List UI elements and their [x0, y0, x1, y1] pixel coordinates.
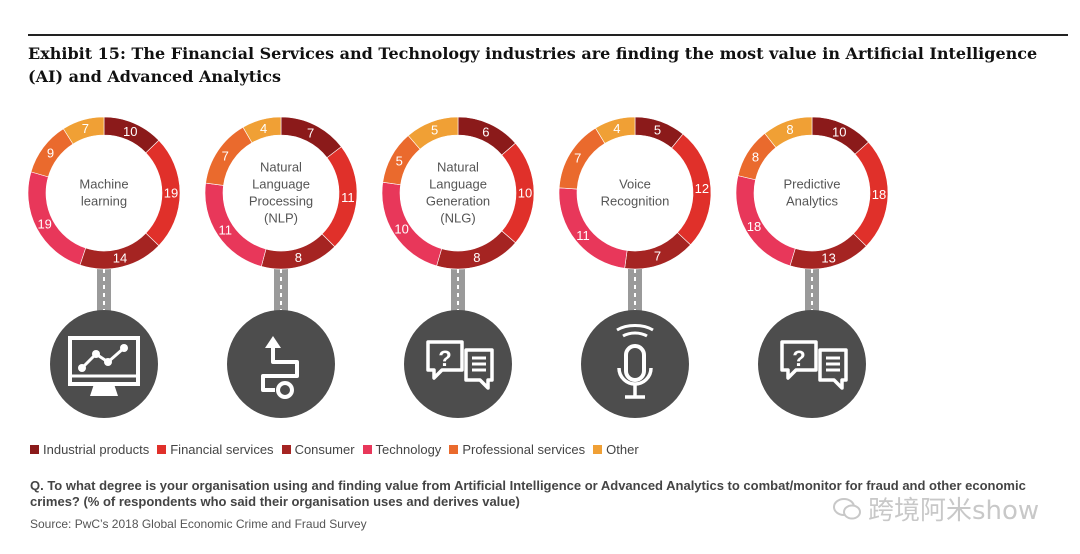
segment-value-label: 14: [113, 251, 127, 266]
segment-value-label: 18: [747, 219, 761, 234]
legend-label: Financial services: [170, 442, 274, 457]
top-rule: [28, 34, 1068, 36]
segment-value-label: 8: [786, 122, 793, 137]
segment-value-label: 13: [821, 250, 835, 265]
segment-value-label: 5: [431, 123, 438, 138]
segment-value-label: 8: [295, 250, 302, 265]
donut-center-label: Language: [429, 177, 487, 192]
watermark: 跨境阿米show: [832, 490, 1039, 527]
donut-segment: [62, 116, 105, 145]
legend-swatch: [30, 445, 39, 454]
donut-segment: [407, 116, 459, 150]
donut-center-label: Analytics: [786, 194, 839, 209]
segment-value-label: 7: [307, 125, 314, 140]
legend-swatch: [593, 445, 603, 454]
microphone-icon: [581, 310, 689, 418]
segment-value-label: 11: [576, 228, 590, 243]
legend-swatch: [281, 445, 291, 454]
segment-value-label: 7: [654, 249, 661, 264]
speech-bubbles-icon: ?: [404, 310, 512, 418]
segment-value-label: 10: [518, 186, 532, 201]
legend-swatch: [362, 445, 372, 454]
donut-center-label: (NLG): [440, 211, 475, 226]
donut-charts: 10 19 14 19 9 7 Machine learning 7 11 8 11 7 4 Natural…: [27, 116, 889, 418]
segment-value-label: 5: [654, 122, 661, 137]
donut-center-label: Voice: [619, 177, 651, 192]
donut-chart: 6 10 8 10 5 5 Natural Language Generation (NLG)?: [381, 116, 535, 418]
donut-center-label: Natural: [260, 160, 302, 175]
donut-chart: 5 12 7 11 7 4 Voice Recognition: [558, 116, 712, 418]
donut-center-label: (NLP): [264, 211, 298, 226]
legend-label: Technology: [375, 442, 442, 457]
donut-segment: [595, 116, 636, 144]
donut-chart: 7 11 8 11 7 4 Natural Language Processing (NLP): [204, 116, 358, 418]
connector: [805, 267, 819, 314]
segment-value-label: 10: [394, 222, 408, 237]
segment-value-label: 8: [752, 150, 759, 165]
segment-value-label: 7: [82, 121, 89, 136]
donut-center-label: Recognition: [601, 194, 670, 209]
segment-value-label: 4: [613, 121, 620, 136]
donut-center-label: Processing: [249, 194, 313, 209]
donut-center-label: Natural: [437, 160, 479, 175]
legend: Industrial products Financial services Con…: [30, 442, 639, 457]
svg-text:?: ?: [438, 346, 451, 371]
legend-item: Other: [593, 442, 639, 457]
donut-segment: [764, 116, 813, 148]
segment-value-label: 7: [574, 151, 581, 166]
segment-value-label: 7: [222, 148, 229, 163]
donut-center-label: Predictive: [783, 177, 840, 192]
segment-value-label: 4: [260, 121, 267, 136]
segment-value-label: 8: [473, 250, 480, 265]
chart-title: Exhibit 15: The Financial Services and T…: [28, 44, 1038, 86]
legend-item: Industrial products: [30, 442, 149, 457]
legend-item: Consumer: [281, 442, 355, 457]
segment-value-label: 11: [219, 223, 233, 238]
source-note: Source: PwC’s 2018 Global Economic Crime…: [30, 517, 367, 531]
svg-text:?: ?: [792, 346, 805, 371]
donut-center-label: Generation: [426, 194, 490, 209]
connector: [97, 267, 111, 314]
wechat-icon: [833, 497, 861, 519]
donut-segment: [242, 116, 282, 144]
segment-value-label: 10: [832, 124, 846, 139]
connector: [451, 267, 465, 314]
segment-value-label: 9: [47, 145, 54, 160]
legend-swatch: [157, 445, 167, 454]
segment-value-label: 19: [164, 186, 178, 201]
legend-item: Professional services: [449, 442, 585, 457]
donut-center-label: learning: [81, 194, 127, 209]
segment-value-label: 6: [482, 125, 489, 140]
segment-value-label: 19: [37, 217, 51, 232]
donut-chart: 10 19 14 19 9 7 Machine learning: [27, 116, 181, 418]
donut-center-label: Machine: [79, 177, 128, 192]
segment-value-label: 5: [396, 153, 403, 168]
donut-segment: [558, 127, 606, 190]
legend-label: Professional services: [462, 442, 586, 457]
segment-value-label: 10: [123, 124, 137, 139]
connector: [274, 267, 288, 314]
donut-center-label: Language: [252, 177, 310, 192]
legend-label: Consumer: [294, 442, 355, 457]
legend-swatch: [449, 445, 459, 454]
segment-value-label: 11: [341, 190, 355, 205]
legend-label: Other: [606, 442, 639, 457]
segment-value-label: 12: [695, 181, 709, 196]
segment-value-label: 18: [872, 187, 886, 202]
speech-bubbles-icon: ?: [758, 310, 866, 418]
watermark-text: 跨境阿米show: [868, 496, 1040, 526]
flow-path-icon: [227, 310, 335, 418]
monitor-chart-icon: [50, 310, 158, 418]
survey-question: Q. To what degree is your organisation u…: [30, 478, 1026, 509]
connector: [628, 267, 642, 314]
legend-label: Industrial products: [43, 442, 150, 457]
legend-item: Technology: [362, 442, 442, 457]
legend-item: Financial services: [157, 442, 274, 457]
donut-chart: 10 18 13 18 8 8 Predictive Analytics?: [735, 116, 889, 418]
